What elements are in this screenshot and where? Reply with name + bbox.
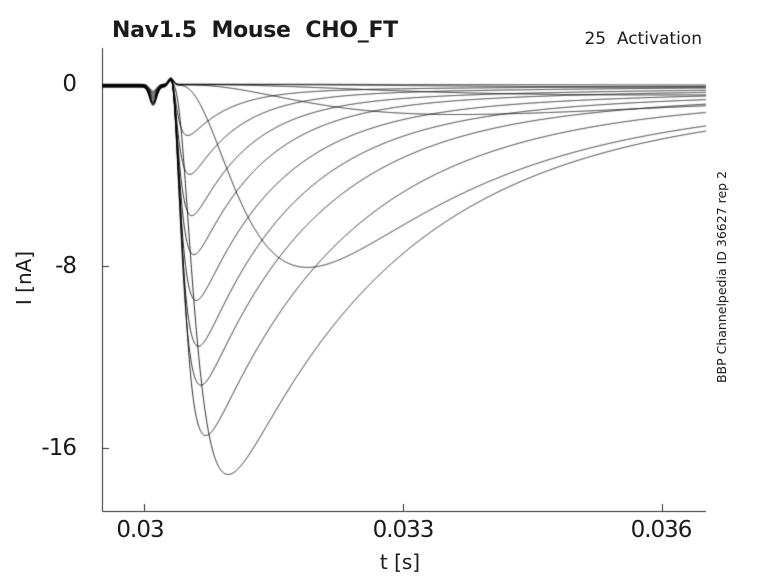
x-axis-label: t [s] [379,550,421,574]
x-tick-0033: 0.033 [372,517,435,543]
y-tick-0: 0 [62,71,77,97]
protocol-annotation: 25 Activation [584,29,702,49]
chart-title: Nav1.5 Mouse CHO_FT [112,18,398,43]
x-tick-003: 0.03 [116,517,164,543]
side-note: BBP Channelpedia ID 36627 rep 2 [714,170,729,384]
x-tick-0036: 0.036 [630,517,693,543]
y-tick-neg16: -16 [41,435,77,461]
y-tick-neg8: -8 [55,253,77,279]
